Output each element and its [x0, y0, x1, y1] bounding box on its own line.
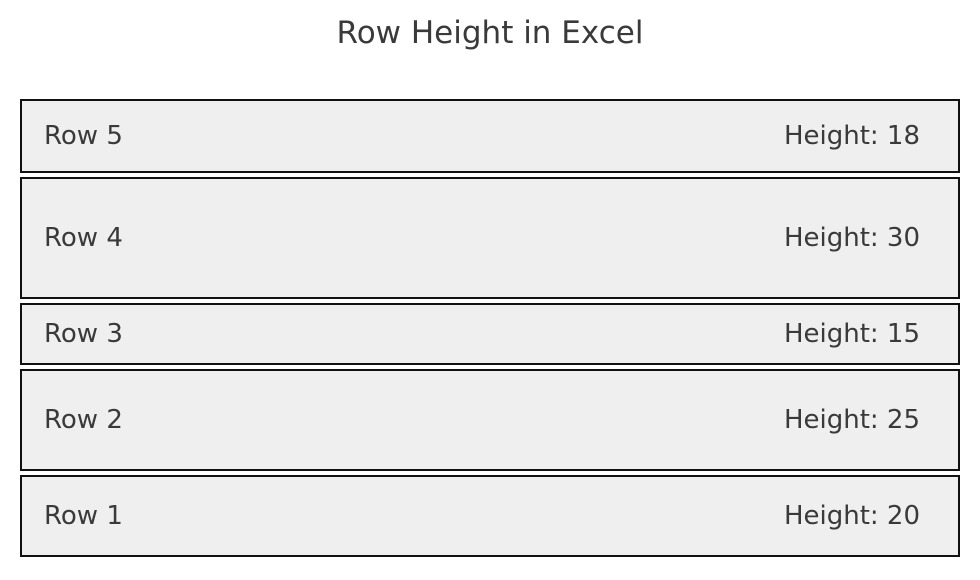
page-title: Row Height in Excel — [336, 15, 644, 51]
row-height-value: Height: 20 — [783, 501, 920, 532]
row-label: Row 1 — [44, 501, 123, 532]
row-label: Row 4 — [44, 223, 123, 254]
row-label: Row 5 — [44, 121, 123, 152]
row-label: Row 3 — [44, 319, 123, 350]
row-height-value: Height: 18 — [783, 121, 920, 152]
row-height-value: Height: 30 — [783, 223, 920, 254]
table-row: Row 4 Height: 30 — [20, 177, 960, 300]
table-row: Row 3 Height: 15 — [20, 303, 960, 366]
table-row: Row 5 Height: 18 — [20, 99, 960, 174]
rows-container: Row 5 Height: 18 Row 4 Height: 30 Row 3 … — [20, 99, 960, 558]
row-height-value: Height: 15 — [783, 319, 920, 350]
table-row: Row 2 Height: 25 — [20, 369, 960, 472]
row-label: Row 2 — [44, 405, 123, 436]
row-height-value: Height: 25 — [783, 405, 920, 436]
table-row: Row 1 Height: 20 — [20, 475, 960, 558]
